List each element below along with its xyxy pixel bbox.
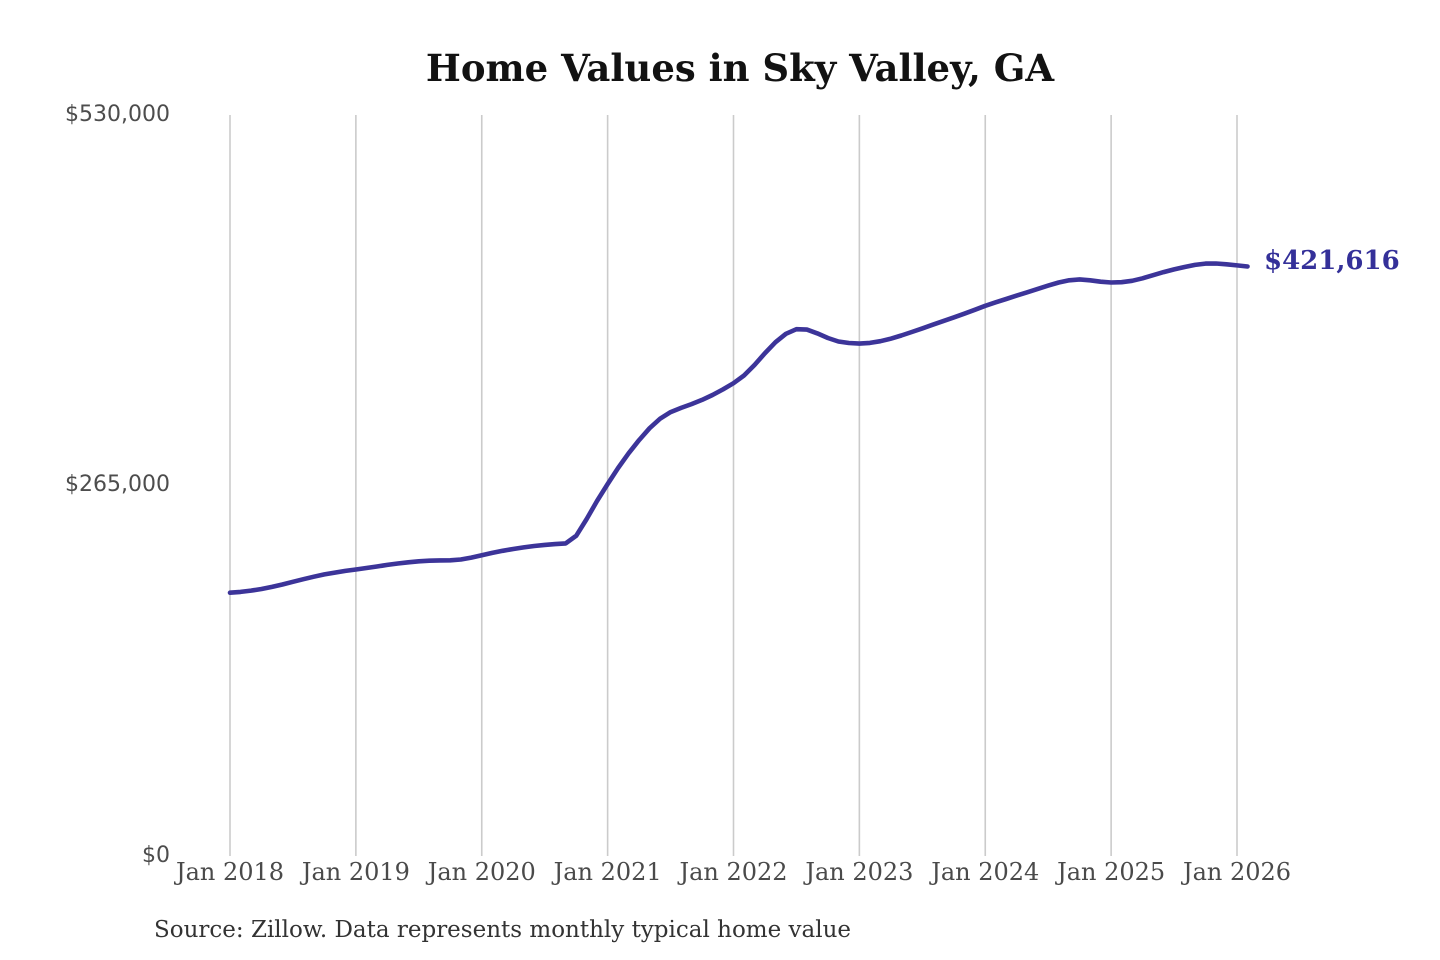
x-axis-tick: Jan 2021 — [553, 858, 662, 886]
x-axis-tick: Jan 2025 — [1057, 858, 1166, 886]
chart-title: Home Values in Sky Valley, GA — [425, 46, 1055, 90]
home-values-line — [227, 261, 1250, 596]
y-axis-tick-530000: $530,000 — [65, 102, 170, 127]
y-axis-tick-265000: $265,000 — [65, 472, 170, 497]
x-axis-tick: Jan 2022 — [679, 858, 788, 886]
x-axis-tick: Jan 2020 — [427, 858, 536, 886]
current-value-label: $421,616 — [1264, 246, 1400, 276]
x-axis-tick: Jan 2024 — [931, 858, 1040, 886]
x-axis-tick: Jan 2026 — [1182, 858, 1292, 886]
x-axis-tick: Jan 2023 — [805, 858, 914, 886]
x-axis-tick: Jan 2018 — [175, 858, 285, 886]
source-note: Source: Zillow. Data represents monthly … — [154, 917, 852, 943]
x-axis-tick: Jan 2019 — [301, 858, 410, 886]
y-axis-tick-0: $0 — [142, 843, 170, 868]
